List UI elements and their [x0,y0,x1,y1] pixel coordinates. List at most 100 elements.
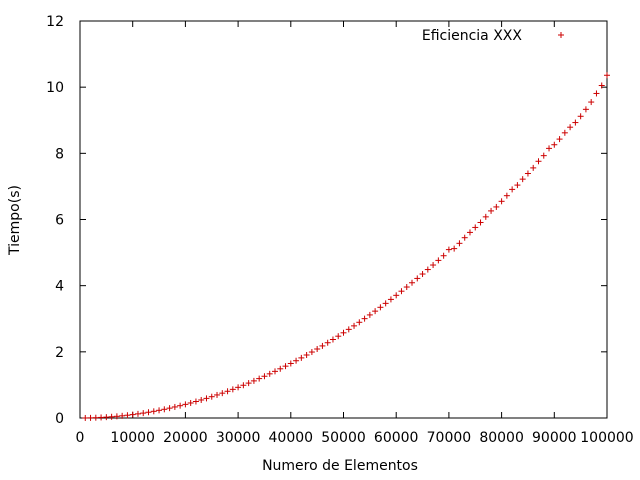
data-point [329,336,336,343]
data-point [156,407,163,414]
data-point [171,403,178,410]
data-point [161,406,168,413]
data-point [277,365,284,372]
data-point [335,333,342,340]
data-point [224,388,231,395]
data-point [182,401,189,408]
data-point [387,296,394,303]
data-point [598,82,605,89]
data-point [430,262,437,269]
data-point [567,124,574,131]
data-point [340,329,347,336]
data-point [503,192,510,199]
data-point [456,240,463,247]
x-tick-label: 50000 [321,430,366,446]
data-point [398,288,405,295]
data-point [540,152,547,159]
y-axis-label: Tiempo(s) [7,185,23,256]
data-point [582,106,589,113]
data-point [293,357,300,364]
data-point [551,141,558,148]
legend-marker-plus [558,32,564,38]
x-tick-label: 80000 [479,430,524,446]
data-point [235,384,242,391]
data-point [98,414,105,421]
data-point [345,326,352,333]
data-point [588,99,595,106]
y-tick-label: 6 [55,213,64,229]
data-point [477,219,484,226]
data-point [198,396,205,403]
y-tick-label: 4 [55,279,64,295]
data-point [445,246,452,253]
data-point [308,349,315,356]
data-point [519,176,526,183]
data-point [140,410,147,417]
data-point [298,354,305,361]
data-point [119,412,126,419]
data-point [440,252,447,259]
data-point [393,292,400,299]
data-point [324,339,331,346]
data-point [377,304,384,311]
data-point [261,373,268,380]
x-tick-label: 60000 [374,430,419,446]
x-tick-label: 40000 [269,430,314,446]
y-tick-label: 12 [46,14,64,30]
data-point [366,311,373,318]
data-point [271,368,278,375]
data-point [356,319,363,326]
x-tick-label: 20000 [163,430,208,446]
data-point [287,360,294,367]
data-point [361,315,368,322]
data-point [424,266,431,273]
plot-frame [79,20,608,419]
legend-marker [558,32,564,38]
data-point [451,245,458,252]
data-point [250,377,257,384]
data-point [219,390,226,397]
data-point [535,158,542,165]
x-tick-label: 90000 [532,430,577,446]
data-point [524,170,531,177]
x-tick-label: 100000 [580,430,633,446]
data-point [556,136,563,143]
x-tick-label: 0 [76,430,85,446]
data-point [593,90,600,97]
data-point [435,257,442,264]
data-point [561,129,568,136]
data-point [546,145,553,152]
legend-label: Eficiencia XXX [422,28,523,44]
data-point [166,405,173,412]
data-point [604,72,610,79]
series-eficiencia-xxx [82,72,610,421]
data-point [403,284,410,291]
data-point [466,229,473,236]
data-point [203,395,210,402]
data-point [229,386,236,393]
data-point [87,414,94,421]
x-axis: 0 10000 20000 30000 40000 50000 60000 70000 8000… [76,21,634,446]
data-point [82,414,89,421]
data-point [134,410,141,417]
data-point [129,411,136,418]
data-point [103,414,110,421]
data-point [461,234,468,241]
y-tick-label: 8 [55,146,64,162]
data-point [282,363,289,370]
y-axis: 0 2 4 6 8 10 12 [46,14,607,427]
data-point [303,352,310,359]
x-tick-label: 70000 [427,430,472,446]
data-point [192,398,199,405]
data-point [187,399,194,406]
data-point [530,164,537,171]
x-tick-label: 10000 [110,430,155,446]
data-point [319,342,326,349]
data-point [382,300,389,307]
data-point [214,391,221,398]
data-point [208,393,215,400]
data-point [351,322,358,329]
data-point [108,413,115,420]
